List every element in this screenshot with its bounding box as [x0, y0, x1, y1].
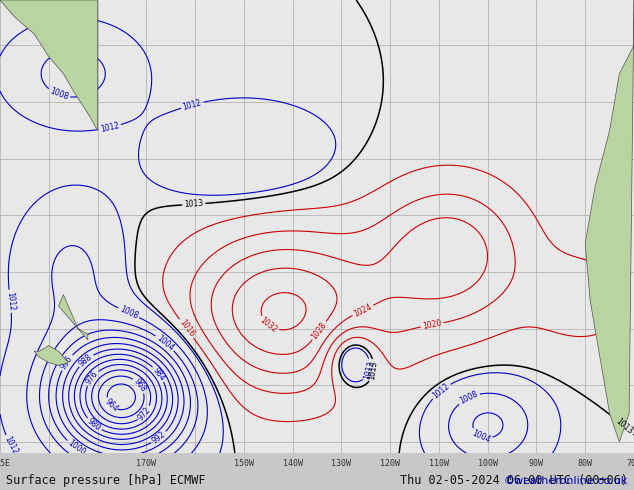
- Text: 1000: 1000: [66, 439, 87, 458]
- Text: 964: 964: [103, 397, 120, 414]
- Text: 110W: 110W: [429, 459, 449, 468]
- Text: 988: 988: [77, 352, 94, 368]
- Text: 1008: 1008: [118, 305, 139, 321]
- Text: 80W: 80W: [578, 459, 593, 468]
- Text: Surface pressure [hPa] ECMWF: Surface pressure [hPa] ECMWF: [6, 474, 206, 488]
- Text: 996: 996: [59, 354, 75, 371]
- Text: ©weatheronline.co.uk: ©weatheronline.co.uk: [503, 476, 628, 486]
- Text: 130W: 130W: [332, 459, 351, 468]
- Text: 100W: 100W: [477, 459, 498, 468]
- Text: 972: 972: [136, 405, 153, 422]
- Text: 976: 976: [84, 369, 100, 387]
- Text: 1013: 1013: [368, 360, 379, 381]
- Text: 1024: 1024: [353, 302, 373, 318]
- Text: 968: 968: [132, 377, 148, 394]
- Text: 1012: 1012: [182, 98, 203, 112]
- Text: 984: 984: [151, 366, 167, 383]
- Text: 150W: 150W: [234, 459, 254, 468]
- Polygon shape: [585, 0, 634, 442]
- Text: Thu 02-05-2024 06:00 UTC (00+06): Thu 02-05-2024 06:00 UTC (00+06): [399, 474, 628, 488]
- Text: 170W: 170W: [136, 459, 157, 468]
- Text: 1020: 1020: [422, 318, 443, 331]
- Polygon shape: [34, 345, 68, 366]
- Text: 90W: 90W: [529, 459, 544, 468]
- Text: 1008: 1008: [48, 87, 69, 102]
- Text: 140W: 140W: [283, 459, 302, 468]
- Text: 1012: 1012: [5, 292, 16, 311]
- Text: 992: 992: [150, 430, 167, 446]
- Text: 1012: 1012: [3, 435, 20, 456]
- Polygon shape: [0, 0, 98, 130]
- Text: 120W: 120W: [380, 459, 400, 468]
- Text: 980: 980: [86, 416, 103, 433]
- Text: 1004: 1004: [155, 333, 176, 352]
- Polygon shape: [58, 294, 87, 340]
- Text: 1012: 1012: [362, 360, 376, 381]
- Text: 1032: 1032: [258, 316, 279, 335]
- Text: 1012: 1012: [100, 121, 120, 134]
- Text: 70W: 70W: [626, 459, 634, 468]
- Text: 1004: 1004: [470, 428, 492, 444]
- Text: 1008: 1008: [458, 390, 479, 406]
- Text: 1028: 1028: [310, 320, 329, 341]
- Text: 1012: 1012: [430, 381, 451, 400]
- Text: 1016: 1016: [177, 318, 196, 339]
- Text: 1013: 1013: [184, 199, 204, 209]
- Text: 1013: 1013: [614, 417, 634, 436]
- Text: 165E: 165E: [0, 459, 10, 468]
